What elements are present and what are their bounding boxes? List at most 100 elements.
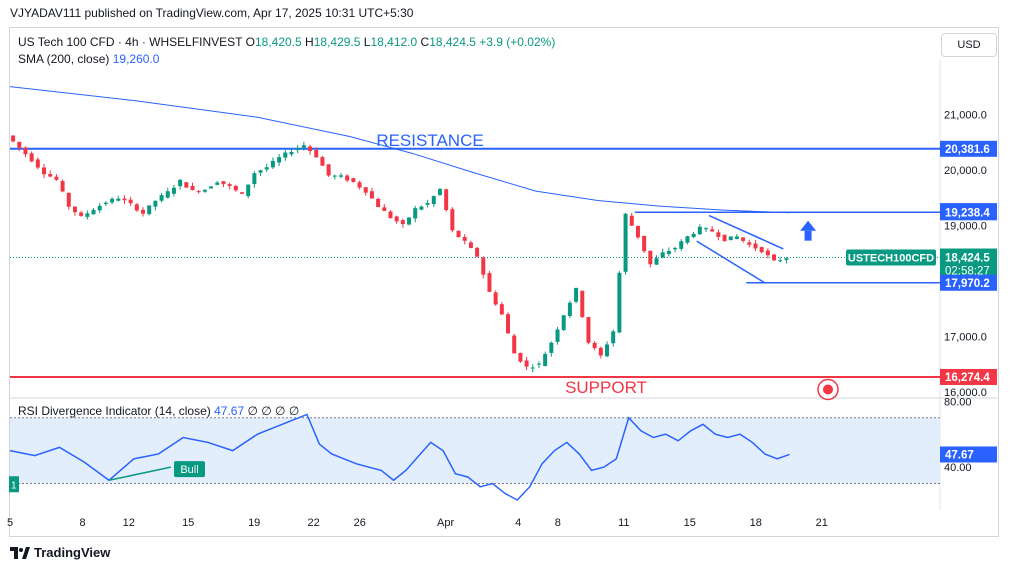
candle-up	[283, 152, 288, 158]
candle-up	[413, 208, 418, 219]
candle-down	[42, 167, 47, 175]
currency-button[interactable]: USD	[941, 33, 997, 57]
candle-down	[648, 250, 653, 265]
x-tick-label: 8	[555, 517, 561, 529]
candle-down	[444, 189, 449, 211]
candle-up	[116, 198, 121, 201]
candle-up	[536, 363, 541, 365]
candle-down	[765, 250, 770, 256]
sma-value: 19,260.0	[112, 52, 160, 66]
candle-up	[165, 191, 170, 198]
x-tick-label: 18	[750, 517, 762, 529]
divergence-start-bg	[9, 476, 19, 493]
candle-down	[60, 181, 65, 192]
tradingview-logo[interactable]: TradingView	[10, 545, 110, 560]
close-label: C	[420, 35, 430, 49]
high-label: H	[305, 35, 314, 49]
candle-up	[264, 167, 269, 170]
x-tick-label: 21	[816, 517, 828, 529]
candle-down	[357, 182, 362, 188]
x-tick-label: 8	[80, 517, 86, 529]
candle-down	[48, 174, 53, 177]
candle-up	[574, 287, 579, 302]
candle-down	[487, 273, 492, 292]
candle-down	[524, 360, 529, 367]
candle-down	[79, 212, 84, 216]
candle-up	[784, 258, 789, 260]
candle-down	[29, 153, 34, 162]
candle-up	[561, 315, 566, 330]
candle-down	[710, 229, 715, 232]
x-tick-label: 12	[123, 517, 135, 529]
price-tag-label: 20,381.6	[945, 144, 990, 156]
breakout-arrow-head	[800, 220, 817, 231]
high-value: 18,429.5	[313, 35, 361, 49]
candle-down	[741, 237, 746, 241]
x-tick-label: 11	[618, 517, 629, 529]
last-price-countdown: 02:58:27	[945, 266, 990, 278]
change-value: +3.9 (+0.02%)	[479, 35, 556, 49]
candle-down	[23, 147, 28, 155]
rsi-value: 47.67	[214, 404, 245, 418]
candle-up	[666, 250, 671, 254]
candle-down	[388, 211, 393, 218]
candle-up	[778, 260, 783, 262]
candle-down	[128, 199, 133, 204]
divergence-start-label: 1	[11, 480, 17, 491]
candle-down	[233, 185, 238, 191]
candle-up	[734, 236, 739, 239]
candle-up	[623, 213, 628, 272]
rsi-y-tick-label: 80.00	[944, 396, 972, 408]
price-tag-label: 17,970.2	[945, 278, 990, 290]
candle-up	[103, 202, 108, 205]
open-label: O	[245, 35, 255, 49]
symbol-tag-label: USTECH100CFD	[848, 253, 934, 265]
candle-up	[153, 200, 158, 207]
candle-up	[110, 198, 115, 203]
candle-up	[202, 189, 207, 192]
candle-up	[159, 195, 164, 201]
channel-upper-line[interactable]	[708, 214, 784, 250]
candle-up	[295, 148, 300, 151]
last-price-tag-bg	[940, 248, 997, 279]
candle-up	[673, 248, 678, 250]
candle-down	[308, 146, 313, 151]
rsi-line[interactable]	[9, 413, 790, 501]
candle-up	[437, 189, 442, 195]
candle-down	[598, 347, 603, 356]
candle-up	[407, 217, 412, 225]
sma-200-line[interactable]	[9, 86, 790, 214]
channel-lower-line[interactable]	[696, 240, 766, 284]
candle-down	[227, 184, 232, 186]
rsi-y-tick-label: 40.00	[944, 462, 972, 474]
candle-down	[400, 220, 405, 225]
bull-divergence-line	[108, 466, 172, 481]
x-tick-label: 15	[684, 517, 696, 529]
candle-down	[759, 247, 764, 253]
candle-up	[549, 342, 554, 353]
sma-legend[interactable]: SMA (200, close) 19,260.0	[18, 52, 159, 66]
candle-down	[134, 204, 139, 211]
candle-up	[605, 344, 610, 357]
rsi-label: RSI Divergence Indicator (14, close)	[18, 404, 211, 418]
candle-down	[580, 290, 585, 318]
candle-down	[629, 215, 634, 226]
rsi-value-tag-bg	[940, 446, 997, 463]
candle-down	[35, 159, 40, 168]
candle-up	[704, 228, 708, 230]
candle-down	[345, 175, 350, 181]
event-flag-icon-dot	[823, 384, 833, 395]
candle-down	[394, 216, 399, 222]
candle-up	[728, 236, 733, 241]
candle-down	[369, 191, 374, 199]
candle-up	[289, 151, 294, 155]
rsi-legend[interactable]: RSI Divergence Indicator (14, close) 47.…	[18, 404, 299, 418]
candle-up	[91, 209, 96, 215]
y-tick-label: 20,000.0	[944, 165, 987, 177]
candle-up	[617, 272, 622, 333]
candle-up	[178, 179, 183, 187]
candle-up	[685, 236, 690, 243]
candle-down	[141, 209, 146, 214]
candle-down	[376, 198, 381, 208]
